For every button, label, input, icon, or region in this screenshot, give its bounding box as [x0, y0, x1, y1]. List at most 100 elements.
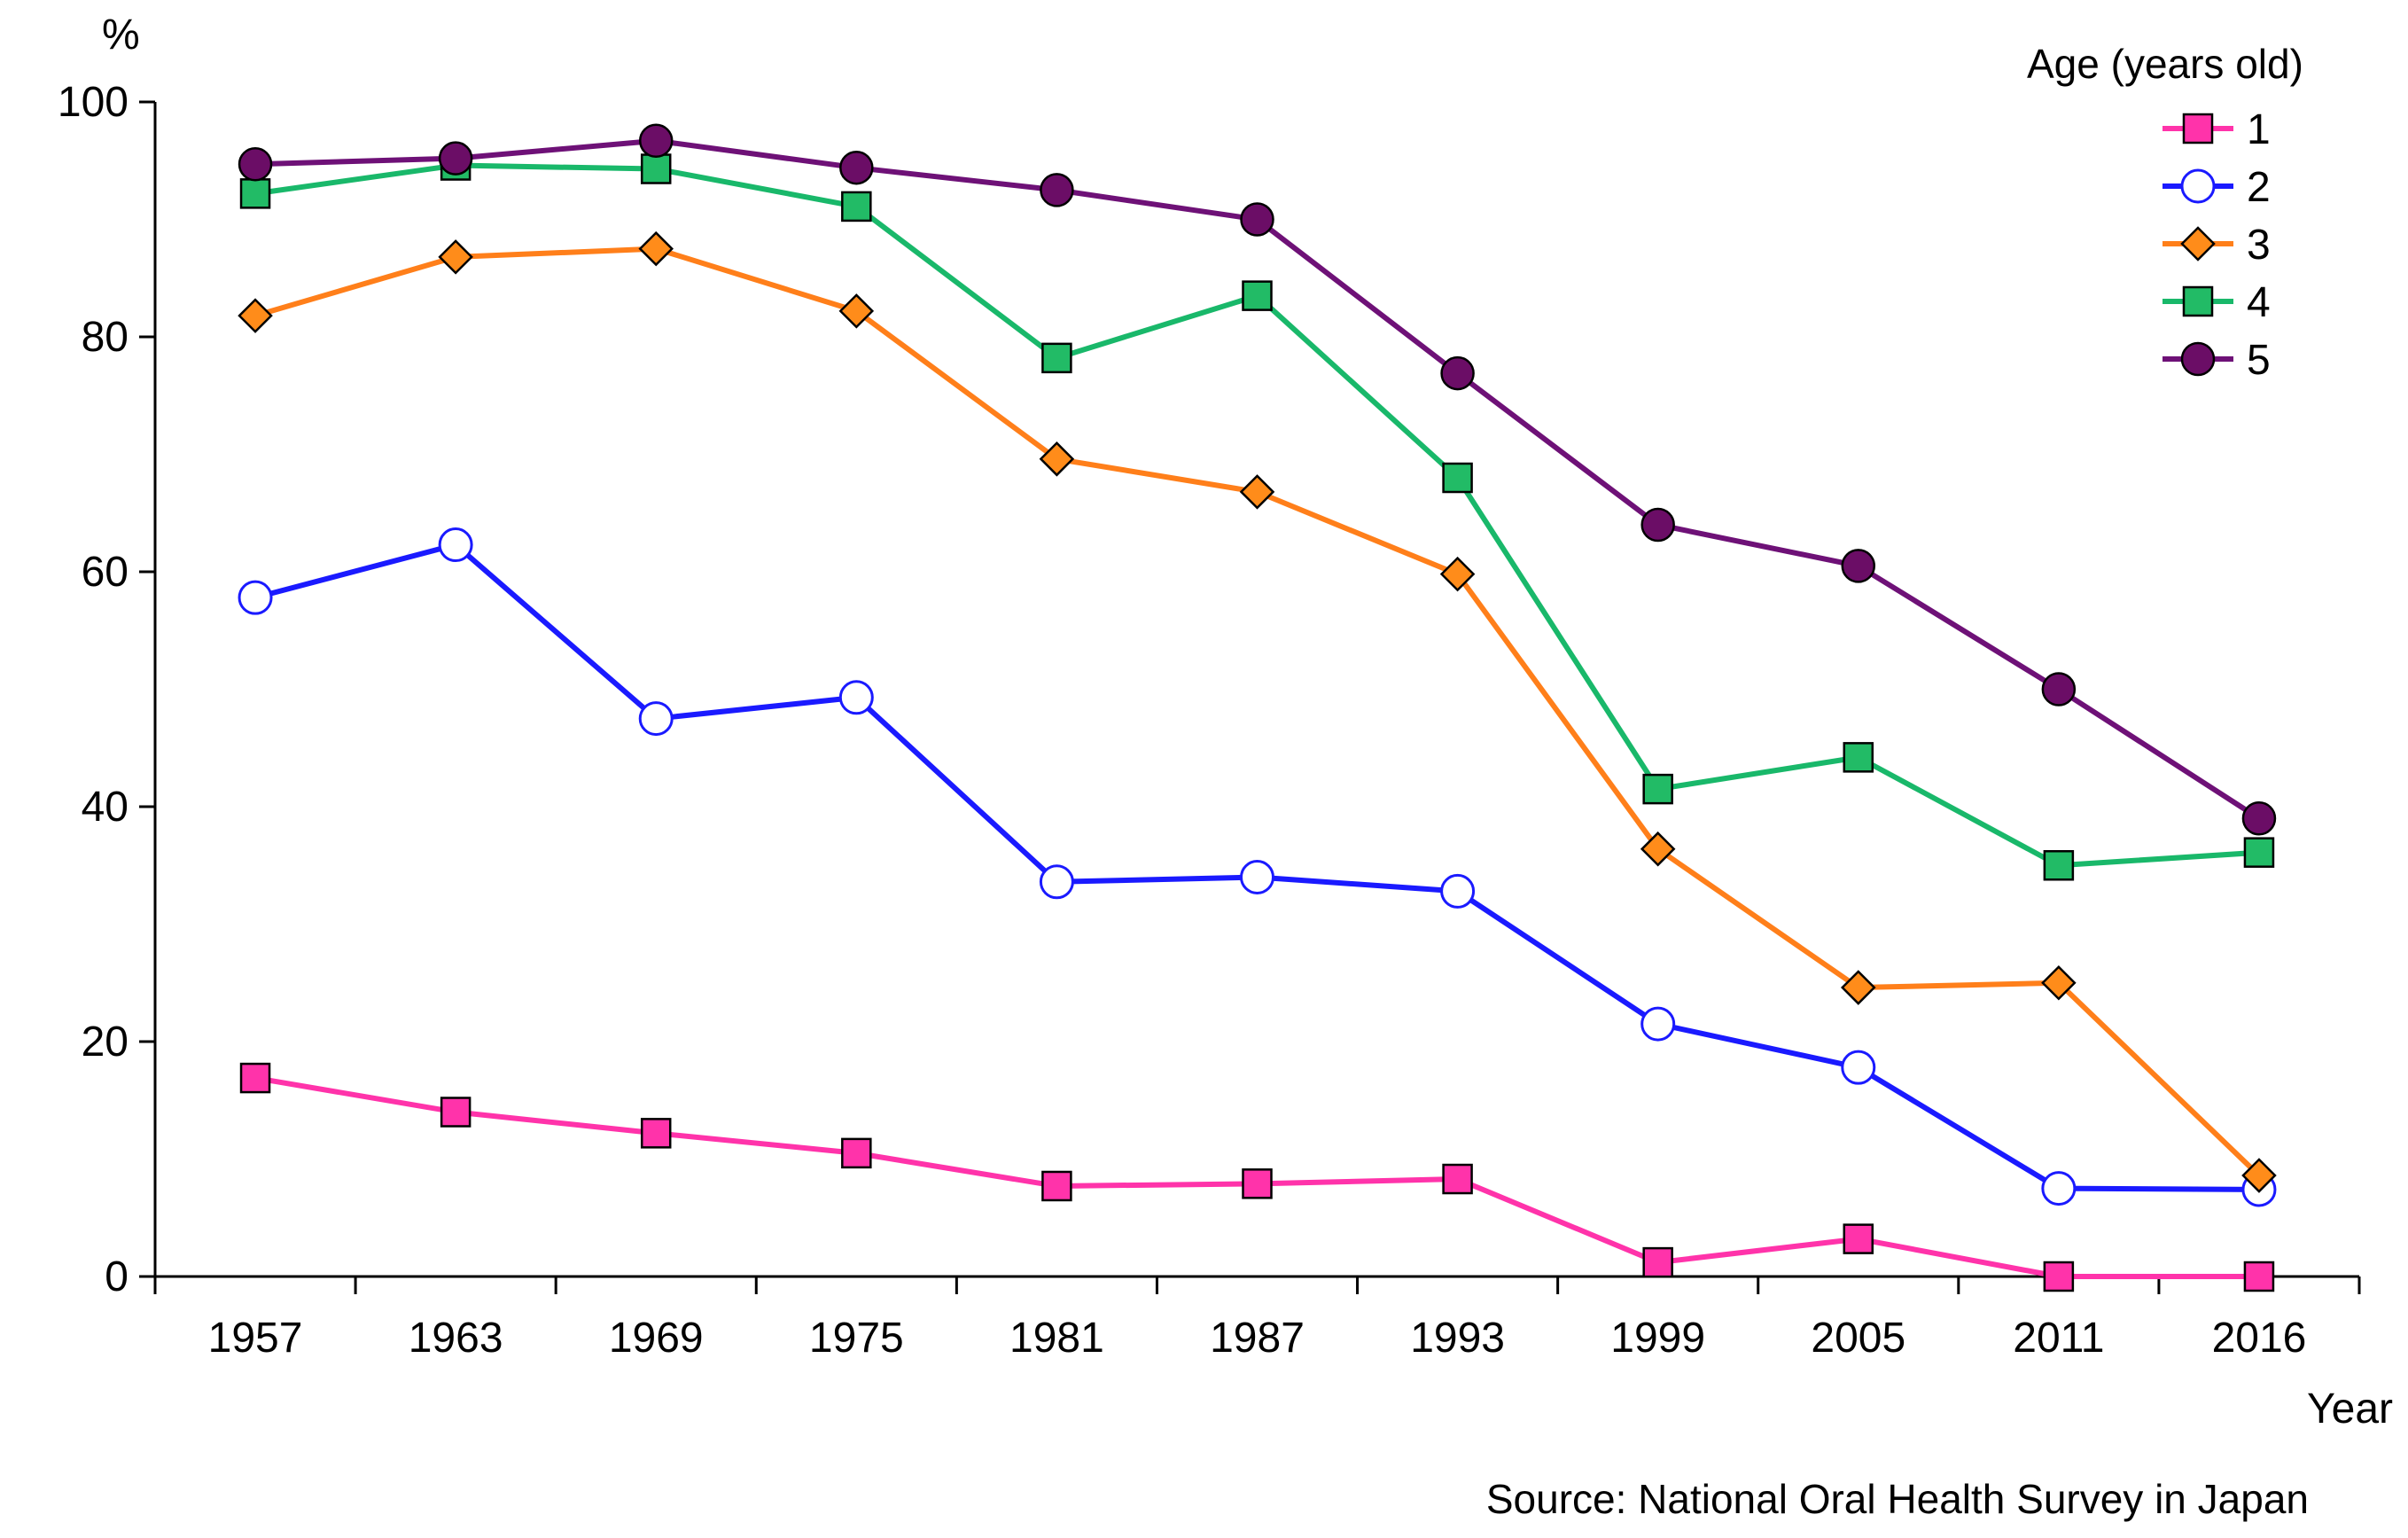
data-point [1242, 280, 1273, 311]
data-point [2041, 964, 2077, 1001]
legend-item-4: 4 [2163, 279, 2271, 326]
data-point [2043, 850, 2075, 881]
data-point [838, 293, 875, 329]
legend-label: 3 [2247, 222, 2271, 269]
data-point [239, 1062, 271, 1094]
data-point [2243, 837, 2275, 868]
series-line [254, 246, 2262, 1178]
data-point [1642, 1246, 1673, 1278]
legend-marker [2180, 226, 2216, 262]
data-point [638, 701, 674, 737]
series-2 [238, 527, 2277, 1207]
series-5 [238, 123, 2277, 836]
data-point [1040, 173, 1074, 207]
source-note: Source: National Oral Health Survey in J… [1486, 1476, 2309, 1522]
x-tick-label: 2016 [2212, 1315, 2307, 1362]
data-point [640, 1118, 672, 1149]
x-tick-label: 1969 [609, 1315, 704, 1362]
axes: 0 20 40 60 80 100 1957 1963 1969 1975 1981 1987 1993… [58, 79, 2361, 1362]
x-tick-label: 2005 [1811, 1315, 1905, 1362]
data-point [841, 1137, 872, 1169]
data-point [2243, 1261, 2275, 1292]
legend-item-3: 3 [2163, 222, 2271, 269]
data-point [1841, 549, 1876, 583]
data-point [1442, 1163, 1473, 1195]
data-point [1242, 1168, 1273, 1199]
data-point [1440, 355, 1475, 391]
x-tick-label: 2011 [2013, 1315, 2104, 1362]
data-point [238, 146, 273, 182]
x-tick-label: 1993 [1410, 1315, 1505, 1362]
data-point [1843, 1223, 1874, 1254]
y-tick-label: 80 [82, 314, 129, 361]
legend-title: Age (years old) [2027, 41, 2303, 87]
series-layer [238, 123, 2277, 1292]
data-point [1240, 202, 1274, 237]
legend-marker [2182, 113, 2214, 144]
data-point [238, 298, 273, 333]
legend-marker [2182, 285, 2214, 317]
data-point [839, 150, 874, 185]
data-point [1041, 342, 1072, 374]
legend-label: 5 [2247, 337, 2271, 384]
x-tick-label: 1975 [809, 1315, 904, 1362]
data-point [1442, 462, 1473, 494]
y-tick-label: 100 [58, 79, 129, 126]
x-tick-label: 1957 [208, 1315, 303, 1362]
legend-label: 4 [2247, 279, 2271, 326]
x-tick-label: 1963 [409, 1315, 503, 1362]
legend-label: 2 [2247, 164, 2271, 211]
data-point [1239, 474, 1275, 510]
data-point [841, 191, 872, 223]
legend: 1 2 3 4 5 [2163, 106, 2271, 384]
data-point [2241, 801, 2277, 836]
y-tick-label: 60 [82, 549, 129, 596]
data-point [1843, 742, 1874, 773]
data-point [1439, 556, 1476, 592]
data-point [438, 141, 473, 176]
data-point [2041, 672, 2077, 707]
data-point [1039, 864, 1074, 900]
x-tick-label: 1981 [1009, 1315, 1104, 1362]
y-tick-label: 40 [82, 784, 129, 831]
legend-item-2: 2 [2163, 164, 2271, 211]
series-4 [239, 150, 2275, 881]
data-point [1642, 773, 1673, 805]
legend-marker [2180, 168, 2216, 204]
data-point [640, 153, 672, 184]
x-tick-label: 1987 [1210, 1315, 1305, 1362]
series-line [254, 162, 2260, 869]
x-tick-label: 1999 [1610, 1315, 1705, 1362]
data-point [239, 178, 271, 209]
legend-item-5: 5 [2163, 337, 2271, 384]
data-point [438, 527, 473, 563]
data-point [2043, 1261, 2075, 1292]
y-axis-title: % [102, 12, 140, 59]
data-point [438, 239, 473, 275]
series-3 [238, 230, 2277, 1193]
data-point [1240, 860, 1274, 894]
data-point [1841, 970, 1876, 1005]
data-point [2041, 1171, 2077, 1206]
legend-label: 1 [2247, 106, 2271, 153]
data-point [638, 230, 674, 267]
data-point [2241, 1158, 2277, 1193]
series-1 [239, 1062, 2275, 1292]
data-point [1640, 1006, 1676, 1042]
data-point [238, 580, 273, 615]
y-tick-label: 20 [82, 1019, 129, 1066]
data-point [838, 680, 874, 715]
legend-marker [2180, 341, 2216, 377]
data-point [1039, 441, 1075, 477]
data-point [1640, 831, 1676, 867]
data-point [1440, 873, 1476, 909]
legend-item-1: 1 [2163, 106, 2271, 153]
data-point [1841, 1050, 1876, 1085]
y-tick-label: 0 [105, 1253, 129, 1300]
x-axis-title: Year [2307, 1386, 2393, 1433]
data-point [1640, 507, 1675, 543]
data-point [1041, 1170, 1072, 1202]
data-point [638, 123, 674, 158]
data-point [440, 1097, 471, 1128]
